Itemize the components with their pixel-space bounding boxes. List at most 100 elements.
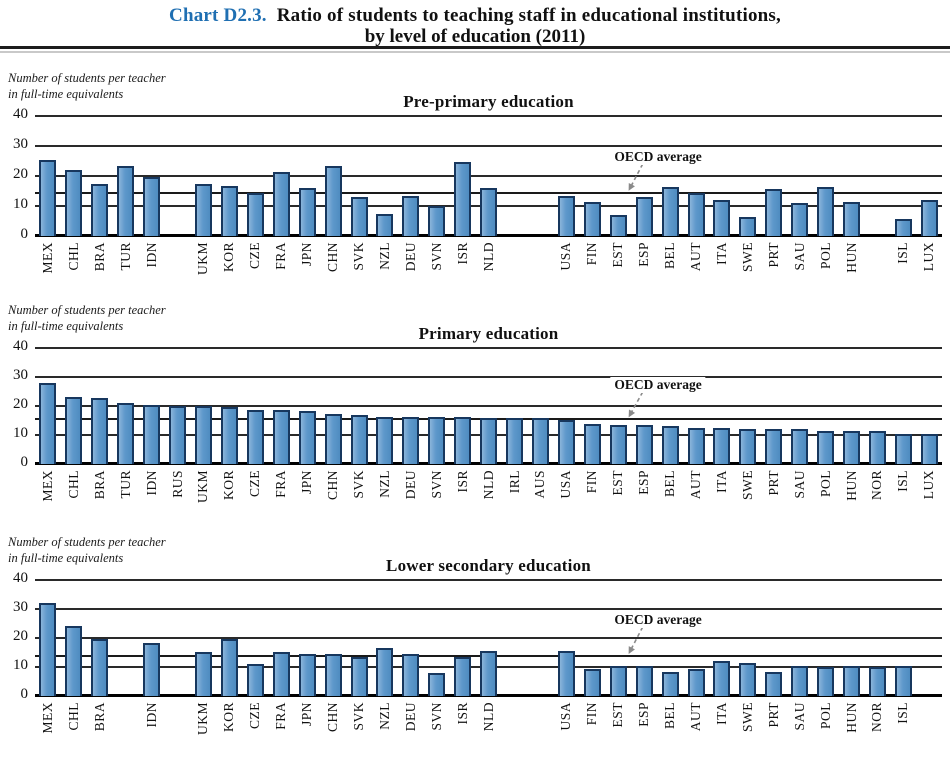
bar-slot-FIN — [579, 348, 605, 464]
bar-EST — [609, 666, 627, 696]
bar-slot-JPN — [294, 348, 320, 464]
label-slot-BRA: BRA — [87, 238, 113, 275]
bar-ITA — [713, 427, 731, 464]
bar-EST — [609, 215, 627, 236]
category-label-FRA: FRA — [273, 242, 289, 270]
bar-slot-KOR — [216, 580, 242, 696]
bar-slot-FRA — [268, 580, 294, 696]
category-label-USA: USA — [558, 242, 574, 271]
annotation-arrow — [628, 163, 644, 191]
bars-row — [35, 348, 942, 464]
bar-slot-ESP — [631, 348, 657, 464]
plot-area: OECD average — [35, 115, 942, 237]
bar-CHL — [65, 170, 83, 236]
y-axis-note-line2: in full-time equivalents — [8, 319, 124, 334]
category-label-IRL: IRL — [506, 470, 522, 494]
bar-ISR — [454, 656, 472, 696]
label-slot-AUS: AUS — [528, 466, 554, 503]
label-slot-UKM: UKM — [191, 238, 217, 275]
ytick-20: 20 — [13, 166, 28, 182]
bar-UKM — [194, 651, 212, 696]
bar-NZL — [376, 416, 394, 464]
category-label-IDN: IDN — [143, 242, 159, 268]
bar-FIN — [583, 202, 601, 236]
bar-slot-EST — [605, 348, 631, 464]
chart-number-label: Chart D2.3. — [169, 5, 267, 26]
bar-LUX — [920, 200, 938, 236]
label-slot-FIN: FIN — [579, 698, 605, 735]
bar-SAU — [791, 665, 809, 696]
bar-AUT — [687, 193, 705, 236]
label-slot-NLD: NLD — [476, 466, 502, 503]
bar-ITA — [713, 660, 731, 696]
header-rule-shadow — [0, 51, 950, 53]
bar-HUN — [843, 201, 861, 236]
category-label-ISL: ISL — [895, 470, 911, 492]
category-label-HUN: HUN — [843, 470, 859, 501]
category-label-PRT: PRT — [765, 470, 781, 496]
bar-slot-USA — [553, 580, 579, 696]
bar-slot-NZL — [372, 348, 398, 464]
label-slot-EST: EST — [605, 466, 631, 503]
bar-MEX — [39, 602, 57, 696]
category-label-DEU: DEU — [402, 702, 418, 732]
category-label-CHL: CHL — [65, 470, 81, 499]
bar-slot-CZE — [242, 348, 268, 464]
category-label-ISR: ISR — [454, 470, 470, 493]
label-slot-SVN: SVN — [424, 466, 450, 503]
category-label-CHL: CHL — [65, 702, 81, 731]
bar-ISL — [894, 218, 912, 236]
label-slot-IDN: IDN — [139, 466, 165, 503]
label-slot-SVK: SVK — [346, 466, 372, 503]
bar-slot-IDN — [139, 580, 165, 696]
category-label-BEL: BEL — [662, 242, 678, 269]
label-slot-CZE: CZE — [242, 466, 268, 503]
bar-slot-IDN — [139, 348, 165, 464]
label-slot-BEL: BEL — [657, 238, 683, 275]
bar-AUT — [687, 669, 705, 696]
label-slot-PRT: PRT — [761, 238, 787, 275]
bar-slot-MEX — [35, 116, 61, 236]
category-label-USA: USA — [558, 702, 574, 731]
plot-area: OECD average — [35, 579, 942, 697]
bar-USA — [557, 651, 575, 696]
category-label-ESP: ESP — [636, 242, 652, 267]
panel-title: Lower secondary education — [386, 556, 591, 575]
label-slot-BRA: BRA — [87, 466, 113, 503]
label-slot-HUN: HUN — [839, 698, 865, 735]
label-slot-DEU: DEU — [398, 466, 424, 503]
label-slot-BRA: BRA — [87, 698, 113, 735]
bar-slot-ISL — [890, 348, 916, 464]
bar-slot-SVN — [424, 580, 450, 696]
gridline-40 — [35, 347, 942, 349]
category-label-FRA: FRA — [273, 470, 289, 498]
category-label-EST: EST — [610, 702, 626, 728]
category-label-SVK: SVK — [351, 470, 367, 499]
category-label-JPN: JPN — [299, 470, 315, 495]
bar-slot-USA — [553, 348, 579, 464]
bar-slot-BRA — [87, 580, 113, 696]
category-label-ITA: ITA — [713, 470, 729, 493]
bar-NLD — [480, 651, 498, 696]
bar-NZL — [376, 214, 394, 236]
bar-slot-UKM — [191, 348, 217, 464]
category-label-FIN: FIN — [584, 242, 600, 266]
bar-slot-BEL — [657, 580, 683, 696]
bar-JPN — [298, 411, 316, 464]
bar-PRT — [765, 188, 783, 236]
label-slot-FIN: FIN — [579, 466, 605, 503]
bar-POL — [817, 187, 835, 236]
bar-slot-UKM — [191, 580, 217, 696]
category-label-KOR: KOR — [221, 470, 237, 501]
label-slot-CHL: CHL — [61, 238, 87, 275]
bar-BEL — [661, 425, 679, 464]
bar-ISR — [454, 417, 472, 464]
bar-MEX — [39, 382, 57, 464]
category-label-DEU: DEU — [402, 242, 418, 272]
category-label-SWE: SWE — [739, 702, 755, 732]
bar-USA — [557, 195, 575, 236]
label-slot-HUN: HUN — [839, 238, 865, 275]
category-label-NOR: NOR — [869, 470, 885, 501]
category-label-POL: POL — [817, 702, 833, 730]
bar-KOR — [220, 185, 238, 236]
